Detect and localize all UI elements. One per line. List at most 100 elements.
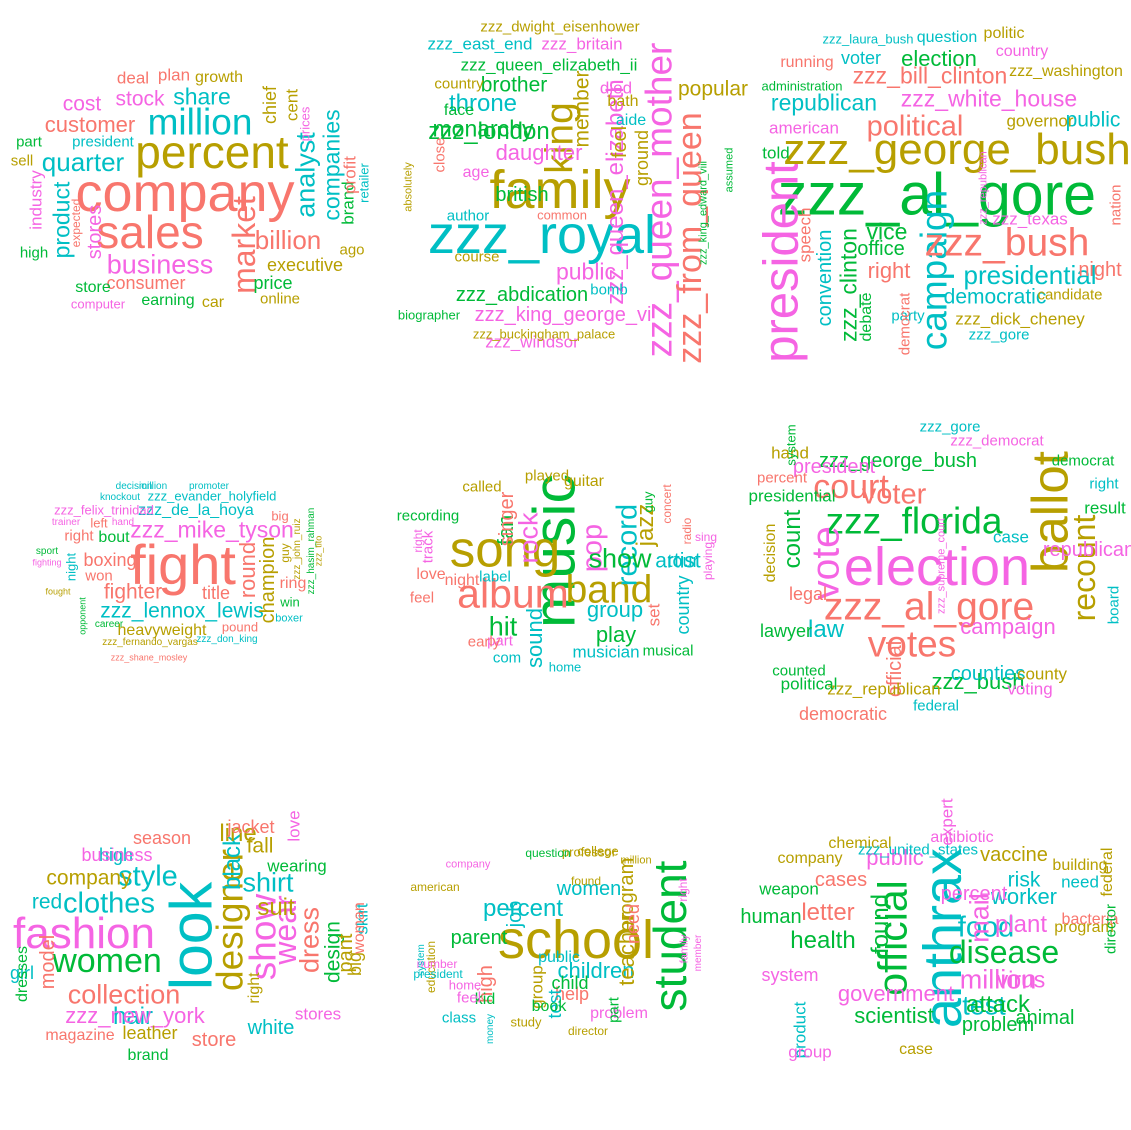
- cloud-word: right: [246, 972, 263, 1004]
- cloud-word: republican: [770, 89, 878, 116]
- cloud-word: test: [962, 990, 1006, 1021]
- cloud-word: zzz_felix_trinidad: [54, 502, 154, 518]
- cloud-word: boxing: [83, 550, 137, 570]
- cloud-word: age: [462, 164, 490, 181]
- cloud-word: company: [46, 866, 132, 890]
- cloud-word: class: [441, 1009, 477, 1027]
- cloud-word: zzz_don_king: [196, 634, 258, 645]
- cloud-word: assumed: [723, 147, 736, 193]
- cloud-word: need: [623, 903, 643, 945]
- cloud-word: letter: [801, 899, 855, 926]
- cloud-word: zzz_buckingham_palace: [472, 326, 616, 342]
- cloud-word: group: [788, 1042, 832, 1062]
- cloud-word: percent: [940, 883, 1008, 905]
- cloud-word: high: [98, 845, 134, 865]
- cloud-word: nation: [1107, 184, 1125, 226]
- cloud-word: right: [676, 878, 690, 902]
- cloud-word: democratic: [798, 704, 888, 724]
- cloud-word: zzz_democrat: [950, 432, 1044, 450]
- cloud-word: child: [551, 973, 589, 993]
- cloud-word: radio: [680, 517, 694, 545]
- cloud-word: member: [570, 70, 594, 148]
- word-cloud-2: zzz_royal family zzz_queen_mother zzz_from_…: [377, 0, 754, 376]
- cloud-word: zzz_bush: [931, 669, 1025, 694]
- cloud-word: billion: [254, 225, 322, 255]
- cloud-word: family: [678, 934, 691, 964]
- cloud-word: help: [554, 984, 590, 1004]
- cloud-word: daughter: [495, 140, 583, 165]
- cloud-word: zzz_gore: [968, 326, 1030, 344]
- cloud-word: family: [489, 160, 631, 220]
- cloud-word: antibiotic: [930, 829, 994, 846]
- cloud-word: champion: [257, 536, 279, 624]
- cloud-word: business: [106, 249, 214, 280]
- cloud-word: online: [259, 290, 301, 308]
- cloud-word: song: [449, 520, 561, 578]
- cloud-word: played: [524, 467, 570, 485]
- cloud-word: sound: [522, 608, 547, 668]
- cloud-word: legal: [788, 584, 828, 604]
- cloud-word: running: [780, 54, 834, 71]
- cloud-word: zzz_united_states: [857, 841, 979, 859]
- cloud-word: bout: [98, 529, 130, 546]
- cloud-word: hand: [771, 443, 809, 463]
- cloud-word: biographer: [397, 307, 461, 323]
- cloud-word: election: [843, 537, 1031, 597]
- cloud-word: share: [173, 83, 231, 110]
- cloud-word: album: [457, 570, 569, 617]
- cloud-word: suit: [257, 894, 295, 921]
- cloud-word: fought: [45, 586, 71, 597]
- cloud-word: wearing: [267, 856, 327, 876]
- cloud-word: won: [85, 567, 113, 585]
- cloud-word: board: [1105, 585, 1123, 625]
- cloud-word: public: [1065, 108, 1121, 132]
- cloud-word: campaign: [913, 189, 955, 351]
- cloud-word: ring: [279, 575, 307, 592]
- cloud-word: plan: [157, 65, 191, 85]
- cloud-word: play: [595, 622, 637, 647]
- cloud-word: country: [673, 575, 693, 635]
- cloud-word: fight: [130, 533, 236, 596]
- cloud-word: lawyer: [759, 621, 813, 641]
- cloud-word: disease: [948, 934, 1060, 970]
- cloud-word: animal: [1015, 1007, 1075, 1029]
- cloud-word: win: [280, 594, 300, 610]
- cloud-word: love: [284, 810, 304, 842]
- cloud-word: bomb: [590, 281, 628, 299]
- cloud-word: dress: [294, 906, 325, 974]
- cloud-word: concert: [660, 484, 674, 524]
- cloud-word: monarchy: [432, 115, 534, 142]
- cloud-word: zzz_republican: [827, 679, 941, 699]
- cloud-word: computer: [70, 296, 126, 312]
- cloud-word: fighting: [32, 557, 62, 568]
- cloud-word: called: [462, 478, 502, 496]
- cloud-word: bath: [607, 93, 639, 110]
- cloud-word: percent: [135, 126, 289, 178]
- cloud-word: administration: [761, 78, 843, 94]
- cloud-word: model: [37, 934, 59, 990]
- cloud-word: tour: [667, 551, 699, 571]
- cloud-word: knockout: [99, 492, 141, 503]
- cloud-word: director: [1102, 903, 1120, 955]
- cloud-word: died: [599, 78, 633, 98]
- cloud-word: chief: [260, 85, 280, 125]
- cloud-word: zzz_republican: [977, 151, 990, 225]
- cloud-word: stores: [84, 204, 106, 260]
- cloud-word: women: [556, 878, 622, 900]
- cloud-word: zzz_al_gore: [823, 585, 1035, 629]
- cloud-word: zzz_shane_mosley: [110, 652, 188, 663]
- cloud-word: home: [548, 659, 582, 675]
- cloud-word: zzz_abdication: [455, 284, 589, 306]
- cloud-word: trainer: [51, 517, 81, 528]
- cloud-word: opponent: [77, 597, 88, 635]
- cloud-word: democratic: [943, 285, 1047, 309]
- cloud-word: presidential: [963, 260, 1097, 290]
- cloud-word: home: [448, 977, 482, 993]
- cloud-word: presidential: [748, 486, 836, 506]
- cloud-word: magazine: [45, 1027, 115, 1044]
- cloud-word: white: [247, 1017, 295, 1039]
- cloud-word: common: [537, 207, 587, 223]
- cloud-word: high: [19, 244, 49, 262]
- cloud-word: zzz_britain: [541, 34, 623, 54]
- cloud-word: woman: [351, 902, 368, 954]
